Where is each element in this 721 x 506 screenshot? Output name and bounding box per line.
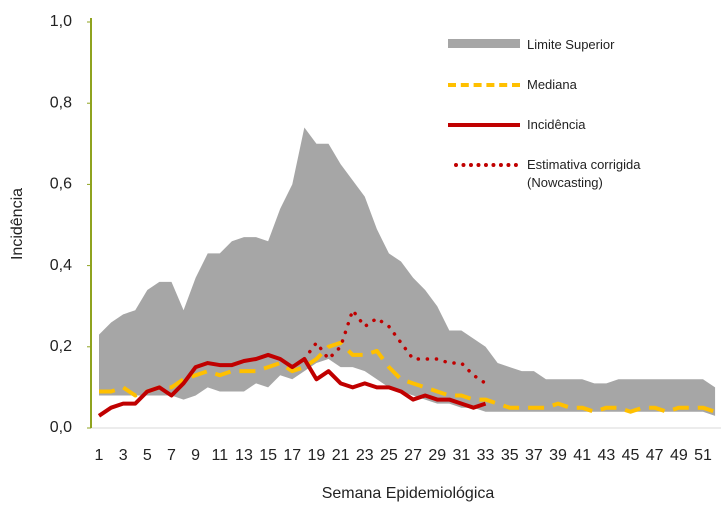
x-tick-label: 35 [501,447,519,464]
y-axis-label: Incidência [9,188,26,260]
x-tick-label: 37 [525,447,543,464]
legend-swatch [448,39,520,48]
x-tick-label: 7 [167,447,176,464]
x-tick-label: 1 [95,447,104,464]
x-tick-label: 43 [597,447,615,464]
x-tick-label: 9 [191,447,200,464]
x-tick-label: 17 [283,447,301,464]
x-tick-label: 49 [670,447,688,464]
x-tick-label: 5 [143,447,152,464]
y-tick-label: 0,4 [50,257,72,274]
series-layer [97,127,716,418]
x-tick-label: 3 [119,447,128,464]
x-tick-label: 13 [235,447,253,464]
x-tick-label: 29 [428,447,446,464]
y-tick-label: 0,6 [50,176,72,193]
x-tick-label: 31 [453,447,471,464]
dotted-line [302,308,488,386]
y-tick-label: 1,0 [50,13,72,30]
y-tick-label: 0,2 [50,338,72,355]
x-tick-label: 15 [259,447,277,464]
dashed-line [99,340,716,414]
legend-label: Limite Superior [527,37,615,52]
x-tick-label: 19 [308,447,326,464]
legend-label: Mediana [527,77,577,92]
x-tick-label: 41 [573,447,591,464]
legend-swatch [448,123,520,127]
legend-swatch [448,83,520,87]
y-tick-label: 0,8 [50,94,72,111]
x-tick-label: 23 [356,447,374,464]
x-tick-label: 33 [477,447,495,464]
y-tick-label: 0,0 [50,419,72,436]
x-tick-label: 47 [646,447,664,464]
legend-label: Incidência [527,117,586,132]
x-tick-label: 51 [694,447,712,464]
x-tick-label: 45 [622,447,640,464]
legend-swatch [454,163,518,167]
x-tick-label: 39 [549,447,567,464]
x-tick-label: 27 [404,447,422,464]
x-tick-label: 21 [332,447,350,464]
x-tick-label: 11 [211,447,228,464]
legend-label: Estimativa corrigida (Nowcasting) [527,157,641,190]
x-tick-label: 25 [380,447,398,464]
x-axis-label: Semana Epidemiológica [322,485,495,502]
solid-line [97,352,487,418]
band-area [99,127,716,416]
